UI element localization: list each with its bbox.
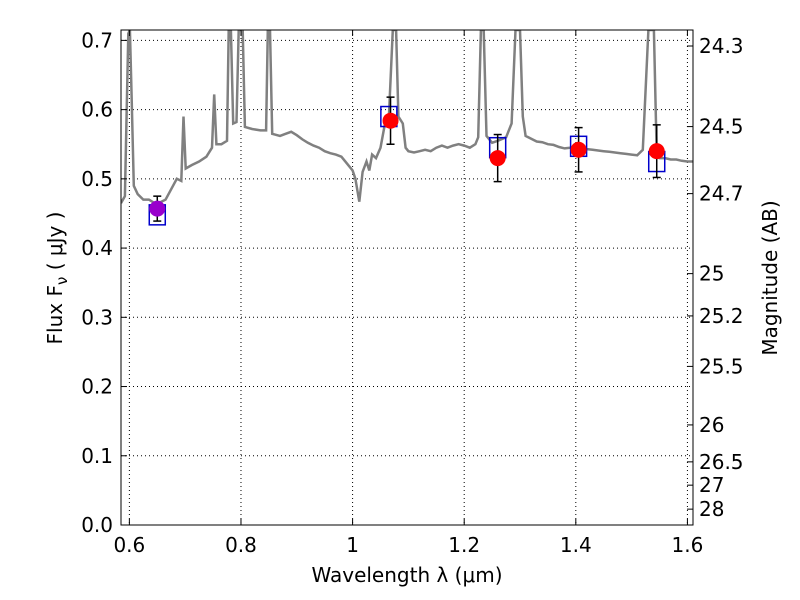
y-tick-label: 0.7 [81,28,113,52]
observed-photometry-point [149,200,166,217]
x-tick-label: 1.4 [560,533,592,557]
right-tick-label: 26.5 [699,450,744,474]
y-tick-label: 0.2 [81,375,113,399]
right-tick-label: 25.2 [699,304,744,328]
grid-lines [121,30,693,525]
right-axis-label: Magnitude (AB) [758,200,782,355]
y-tick-label: 0.4 [81,236,113,260]
y-axis-ticks: 0.0 0.1 0.2 0.3 0.4 0.5 0.6 0.7 [81,28,127,537]
right-tick-label: 27 [699,473,724,497]
right-tick-label: 26 [699,413,724,437]
observed-photometry-points [149,112,665,217]
x-tick-label: 1.2 [448,533,480,557]
observed-photometry-point [382,112,399,129]
right-tick-label: 24.3 [699,34,744,58]
observed-photometry-point [648,143,665,160]
right-tick-label: 28 [699,497,724,521]
x-tick-label: 0.8 [225,533,257,557]
y-tick-label: 0.5 [81,167,113,191]
y-axis-label: Flux Fν ( μJy ) [43,212,71,345]
plot-series [121,30,693,226]
x-tick-label: 1.6 [672,533,704,557]
x-tick-label: 1 [346,533,359,557]
right-tick-label: 24.7 [699,182,744,206]
y-tick-label: 0.0 [81,513,113,537]
observed-photometry-point [489,150,506,167]
observed-photometry-point [570,141,587,158]
y-axis-label-sub: ν [53,277,71,285]
y-axis-label-main: Flux F [43,285,67,344]
x-axis-ticks: 0.6 0.8 1 1.2 1.4 1.6 [113,30,703,557]
right-tick-label: 24.5 [699,115,744,139]
y-tick-label: 0.6 [81,98,113,122]
right-tick-label: 25.5 [699,354,744,378]
right-tick-label: 25 [699,262,724,286]
y-tick-label: 0.3 [81,305,113,329]
plot-background [121,30,693,525]
y-axis-label-unit: ( μJy ) [43,212,67,277]
y-tick-label: 0.1 [81,444,113,468]
plot-frame [120,29,694,526]
x-tick-label: 0.6 [113,533,145,557]
x-axis-label: Wavelength λ (μm) [311,563,502,587]
